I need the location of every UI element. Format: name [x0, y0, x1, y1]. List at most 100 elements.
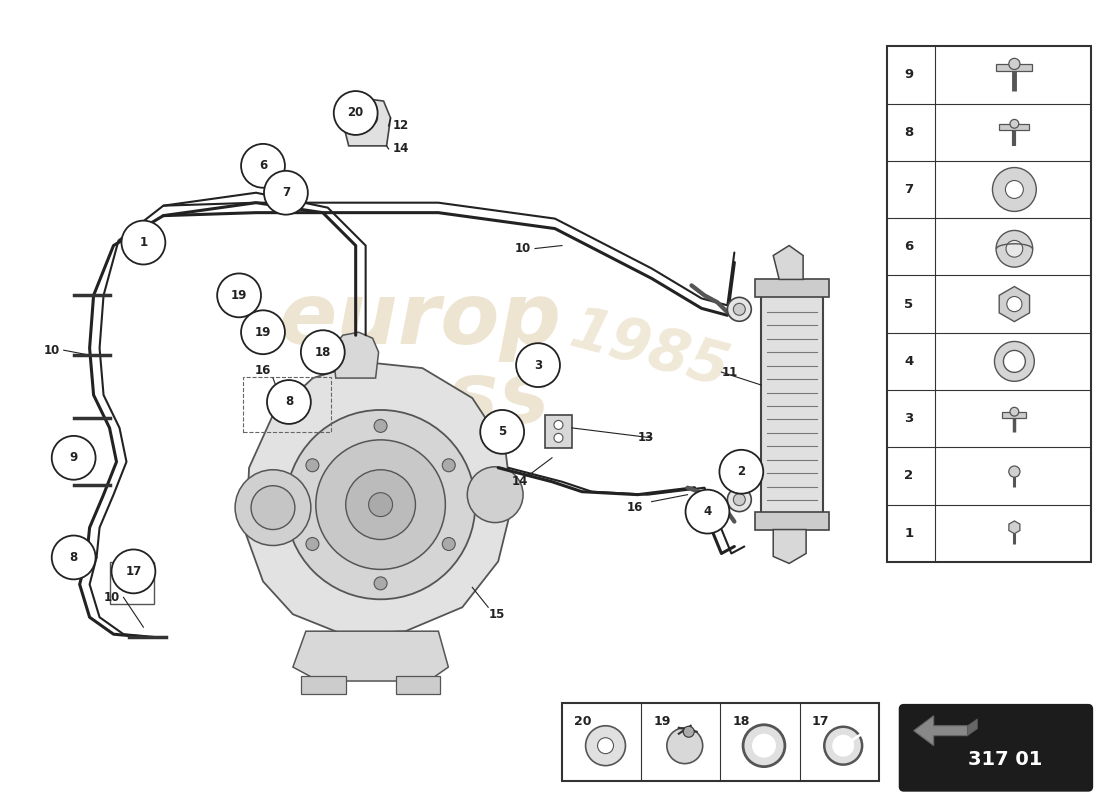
Text: 9: 9 — [69, 451, 78, 464]
Circle shape — [374, 577, 387, 590]
Text: ass: ass — [390, 358, 551, 442]
Polygon shape — [544, 415, 572, 448]
Circle shape — [683, 726, 694, 738]
Circle shape — [333, 91, 377, 135]
Circle shape — [306, 538, 319, 550]
Circle shape — [52, 436, 96, 480]
Text: 1985: 1985 — [564, 302, 736, 398]
Circle shape — [554, 421, 563, 430]
Circle shape — [468, 466, 524, 522]
Circle shape — [1009, 58, 1020, 70]
Text: 3: 3 — [534, 358, 542, 372]
Text: europ: europ — [279, 278, 562, 362]
Circle shape — [744, 725, 785, 766]
Circle shape — [442, 458, 455, 472]
Text: 20: 20 — [574, 715, 592, 728]
Circle shape — [833, 734, 855, 757]
Text: 14: 14 — [513, 475, 528, 488]
Circle shape — [996, 230, 1033, 267]
Polygon shape — [914, 716, 968, 746]
Polygon shape — [246, 362, 513, 634]
Circle shape — [992, 167, 1036, 211]
Bar — [887, 46, 1091, 562]
Circle shape — [286, 410, 475, 599]
Polygon shape — [333, 332, 378, 378]
Circle shape — [1010, 119, 1019, 128]
Circle shape — [264, 170, 308, 214]
Polygon shape — [773, 246, 803, 279]
Text: a part: a part — [289, 582, 411, 616]
Bar — [243, 377, 331, 432]
Text: 8: 8 — [904, 126, 913, 138]
FancyBboxPatch shape — [900, 705, 1092, 790]
Text: 16: 16 — [627, 501, 642, 514]
Text: 8: 8 — [69, 551, 78, 564]
Text: 5: 5 — [498, 426, 506, 438]
Circle shape — [267, 380, 311, 424]
Text: 13: 13 — [638, 431, 653, 444]
Text: 9: 9 — [904, 68, 913, 82]
Text: 12: 12 — [393, 119, 409, 133]
Circle shape — [306, 458, 319, 472]
Circle shape — [685, 490, 729, 534]
Text: 4: 4 — [904, 355, 913, 368]
Circle shape — [752, 734, 776, 758]
Text: 10: 10 — [44, 344, 60, 357]
Circle shape — [235, 470, 311, 546]
Text: 19: 19 — [231, 289, 248, 302]
Text: 18: 18 — [315, 346, 331, 358]
Text: 18: 18 — [733, 715, 750, 728]
Text: 14: 14 — [393, 142, 409, 155]
Text: 20: 20 — [348, 106, 364, 119]
Text: 6: 6 — [904, 240, 913, 254]
Circle shape — [734, 494, 746, 506]
Text: 3: 3 — [904, 412, 913, 425]
Text: 1: 1 — [904, 526, 913, 540]
Polygon shape — [773, 530, 806, 563]
Text: 15: 15 — [488, 608, 505, 621]
Circle shape — [554, 434, 563, 442]
Circle shape — [597, 738, 614, 754]
Text: 17: 17 — [812, 715, 829, 728]
Circle shape — [585, 726, 626, 766]
Text: 16: 16 — [255, 364, 272, 377]
Circle shape — [719, 450, 763, 494]
Bar — [997, 64, 1032, 71]
Circle shape — [667, 728, 703, 764]
Text: 7: 7 — [282, 186, 290, 199]
Circle shape — [1006, 297, 1022, 312]
Circle shape — [727, 298, 751, 322]
Circle shape — [1009, 466, 1020, 477]
Polygon shape — [293, 631, 449, 681]
Bar — [301, 676, 345, 694]
Text: 7: 7 — [904, 183, 913, 196]
Text: 2: 2 — [904, 470, 913, 482]
Text: 4: 4 — [703, 505, 712, 518]
Circle shape — [364, 111, 377, 125]
Circle shape — [301, 330, 344, 374]
Text: 11: 11 — [722, 366, 738, 378]
Circle shape — [727, 488, 751, 512]
Bar — [396, 676, 440, 694]
Bar — [761, 287, 823, 522]
Circle shape — [368, 493, 393, 517]
Circle shape — [374, 419, 387, 432]
Circle shape — [52, 535, 96, 579]
Wedge shape — [994, 342, 1034, 382]
Circle shape — [241, 144, 285, 188]
Circle shape — [442, 538, 455, 550]
Text: 10: 10 — [103, 591, 120, 604]
Polygon shape — [341, 98, 390, 146]
Circle shape — [121, 221, 165, 265]
Text: 5: 5 — [904, 298, 913, 310]
Circle shape — [1006, 241, 1023, 257]
Circle shape — [481, 410, 524, 454]
Bar — [1000, 124, 1030, 130]
Text: 10: 10 — [515, 242, 531, 255]
Bar — [756, 279, 829, 298]
Circle shape — [217, 274, 261, 318]
Text: 19: 19 — [255, 326, 272, 338]
Circle shape — [241, 310, 285, 354]
Text: 19: 19 — [653, 715, 671, 728]
Text: 6: 6 — [258, 159, 267, 172]
